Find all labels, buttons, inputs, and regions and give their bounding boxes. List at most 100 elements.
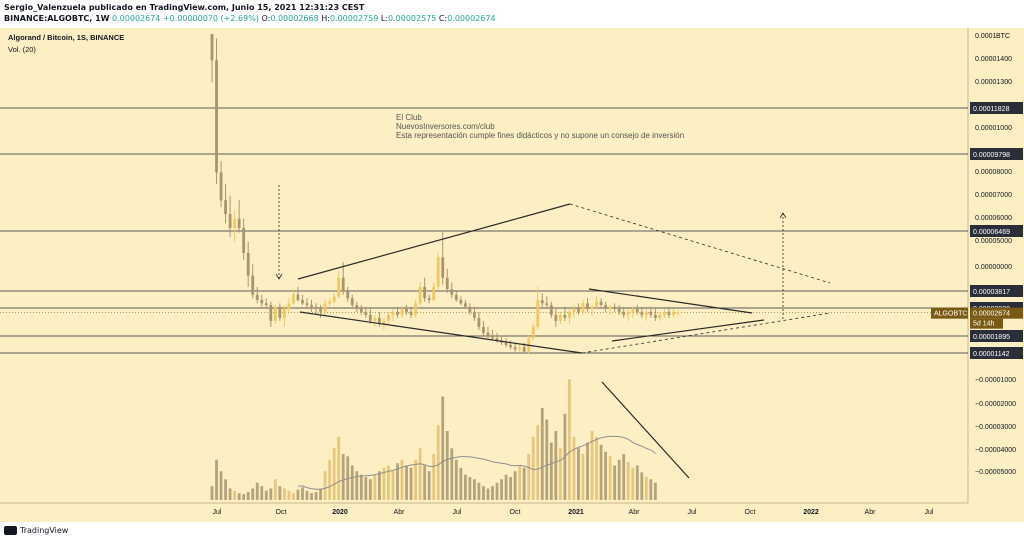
volume-bar — [341, 454, 345, 500]
volume-bar — [228, 488, 232, 500]
volume-bar — [500, 479, 503, 500]
candle-body — [409, 311, 413, 315]
currency-label: BTC — [996, 33, 1010, 40]
candle-body — [237, 218, 241, 228]
price-tick-label: 0.00008000 — [975, 169, 1012, 176]
level-price-tag-3: 0.00003817 — [973, 289, 1010, 296]
volume-bar — [264, 490, 268, 500]
volume-bar — [282, 488, 286, 500]
volume-bar — [482, 486, 485, 500]
candle-body — [613, 306, 617, 309]
volume-bar — [418, 448, 422, 500]
volume-bar — [332, 448, 336, 500]
close-value-2: 0.00002674 — [447, 14, 496, 23]
candle-body — [391, 311, 395, 315]
tradingview-brand: TradingView — [20, 526, 69, 535]
symbol-text: BINANCE:ALGOBTC, 1W — [4, 14, 110, 23]
price-tick-label-top: 0.0001 — [975, 33, 997, 40]
candle-body — [549, 305, 553, 315]
candle-body — [473, 311, 476, 318]
countdown-bg — [970, 318, 1003, 329]
candle-body — [418, 286, 422, 304]
candle-body — [531, 326, 535, 339]
chart-legend-title: Algorand / Bitcoin, 1S, BINANCE — [8, 33, 124, 42]
candle-body — [667, 311, 671, 315]
candle-body — [337, 277, 341, 297]
volume-bar — [590, 431, 594, 500]
candle-body — [260, 299, 264, 304]
price-tick-label: −0.00005000 — [975, 469, 1016, 476]
candle-body — [368, 314, 372, 321]
volume-bar — [613, 465, 617, 500]
candle-body — [463, 303, 467, 307]
price-tick-label: −0.00002000 — [975, 401, 1016, 408]
price-tick-label: 0.00006000 — [975, 215, 1012, 222]
candle-body — [653, 314, 657, 318]
candle-body — [287, 303, 291, 309]
candle-body — [355, 305, 359, 309]
candle-body — [387, 314, 390, 321]
symbol-tag: ALGOBTC — [934, 311, 967, 318]
candle-body — [676, 312, 680, 314]
volume-bar — [273, 479, 277, 500]
volume-bar — [314, 491, 318, 500]
volume-bar — [463, 474, 467, 500]
chart-header: Sergio_Valenzuela publicado en TradingVi… — [0, 0, 1024, 28]
volume-legend: Vol. (20) — [8, 45, 36, 54]
candle-body — [445, 277, 449, 290]
candle-body — [477, 317, 481, 327]
volume-bar — [626, 462, 630, 500]
volume-bar — [287, 490, 291, 500]
candle-body — [459, 299, 463, 304]
candle-body — [631, 308, 635, 312]
symbol-ohlc-line: BINANCE:ALGOBTC, 1W 0.00002674 +0.000000… — [4, 14, 496, 23]
volume-bar — [219, 471, 223, 500]
time-tick-label: 2022 — [803, 509, 819, 516]
volume-bar — [577, 448, 580, 500]
volume-bar — [405, 465, 408, 500]
triangle-upper-line — [588, 288, 753, 314]
candle-body — [278, 306, 282, 318]
open-value: 0.00002668 — [270, 14, 319, 23]
candle-body — [282, 308, 286, 318]
volume-bar — [328, 459, 332, 500]
candle-body — [310, 305, 313, 307]
time-tick-label: Jul — [453, 509, 462, 516]
candlestick-chart[interactable]: 0.000014000.000013000.000011000.00001000… — [0, 0, 1024, 522]
candle-body — [301, 299, 304, 304]
time-tick-label: Oct — [745, 509, 756, 516]
candle-body — [427, 298, 431, 300]
price-tick-label: 0.00001000 — [975, 125, 1012, 132]
volume-bar — [215, 459, 218, 500]
candle-body — [545, 303, 549, 306]
price-tick-label: −0.00004000 — [975, 447, 1016, 454]
level-price-tag-2: 0.00006469 — [973, 229, 1010, 236]
candle-body — [328, 301, 332, 304]
candle-body — [405, 308, 408, 312]
candle-body — [246, 252, 250, 276]
publisher-line: Sergio_Valenzuela publicado en TradingVi… — [4, 3, 364, 12]
time-tick-label: Jul — [925, 509, 934, 516]
volume-bar — [260, 486, 264, 500]
tradingview-logo[interactable]: TradingView — [4, 526, 68, 535]
candle-body — [292, 294, 295, 304]
level-price-tag-6: 0.00001142 — [973, 351, 1010, 358]
candle-body — [563, 314, 567, 318]
low-label: L: — [380, 14, 389, 23]
price-tick-label: 0.00000000 — [975, 264, 1012, 271]
volume-bar — [237, 493, 241, 500]
volume-moving-average — [298, 435, 656, 490]
volume-bar — [653, 482, 657, 500]
open-label: O: — [261, 14, 271, 23]
volume-bar — [292, 493, 295, 500]
volume-bar — [558, 448, 562, 500]
volume-bar — [473, 479, 476, 500]
volume-bar — [323, 471, 327, 500]
volume-bar — [454, 459, 458, 500]
volume-bar — [554, 431, 558, 500]
level-price-tag-bg-2 — [970, 225, 1023, 237]
time-tick-label: Abr — [629, 509, 641, 516]
candle-body — [269, 305, 273, 321]
low-value: 0.00002575 — [388, 14, 437, 23]
candle-body — [350, 298, 354, 306]
